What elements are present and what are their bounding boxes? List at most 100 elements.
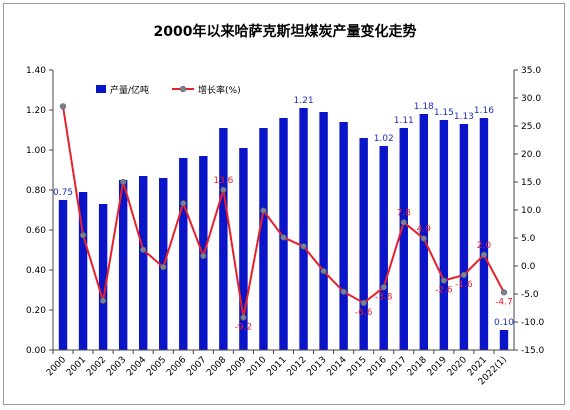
growth-point (440, 277, 447, 284)
left-tick-label: 0.80 (26, 186, 46, 196)
chart-frame (3, 3, 565, 405)
legend-bar-swatch (96, 85, 106, 93)
line-data-label: -9.2 (235, 323, 253, 333)
bar (239, 148, 248, 350)
growth-point (500, 289, 508, 296)
growth-point (200, 252, 207, 260)
bar-data-label: 1.02 (374, 134, 394, 144)
right-tick-label: -15.0 (521, 346, 545, 356)
bar (259, 128, 268, 350)
growth-point (160, 264, 167, 271)
bar (359, 138, 368, 350)
x-tick-label: 2014 (325, 355, 348, 378)
growth-point (180, 200, 187, 207)
right-tick-label: 20.0 (521, 150, 541, 160)
right-tick-label: 10.0 (521, 206, 541, 216)
right-tick-label: 15.0 (521, 178, 541, 188)
bar (439, 120, 449, 350)
bar-data-label: 1.11 (394, 116, 414, 126)
growth-point (360, 299, 367, 307)
bar-data-label: 0.10 (494, 318, 514, 328)
bar (219, 128, 228, 350)
line-layer (59, 103, 508, 321)
bar (479, 118, 489, 350)
growth-point (480, 251, 488, 258)
bar (118, 180, 128, 350)
bar-data-label: 1.13 (454, 112, 474, 122)
growth-point (320, 267, 327, 275)
growth-point (340, 288, 347, 295)
right-tick-label: 0.0 (521, 262, 536, 272)
line-data-label: -3.8 (375, 292, 393, 302)
line-data-label: 13.6 (213, 176, 233, 186)
bar (299, 108, 308, 350)
growth-point (380, 284, 387, 291)
growth-point (260, 207, 267, 214)
right-tick-label: 30.0 (521, 94, 541, 104)
chart-title: 2000年以来哈萨克斯坦煤炭产量变化走势 (153, 24, 417, 40)
right-tick-label: -5.0 (521, 290, 539, 300)
growth-point (79, 232, 87, 239)
right-tick-label: -10.0 (521, 318, 545, 328)
x-tick-label: 2018 (406, 355, 429, 378)
growth-point (59, 103, 67, 110)
line-data-label: -6.6 (355, 308, 373, 318)
left-tick-label: 0.40 (26, 266, 46, 276)
line-data-label: 2.0 (477, 241, 492, 251)
labels-layer: 0.75 1.21 1.021.111.181.15 1.131.16 0.10 13.6… (53, 96, 514, 333)
legend-bar-label: 产量/亿吨 (110, 84, 149, 96)
bar (499, 330, 509, 350)
left-tick-label: 0.20 (26, 306, 46, 316)
growth-point (300, 243, 307, 250)
bar (399, 128, 408, 350)
legend-line-marker (179, 85, 187, 93)
x-tick-label: 2003 (105, 355, 128, 378)
line-data-label: -4.7 (495, 297, 513, 307)
x-tick-label: 2010 (245, 355, 268, 378)
bar (179, 158, 188, 350)
bar (138, 176, 148, 350)
right-tick-label: 35.0 (521, 66, 541, 76)
growth-point (220, 186, 227, 193)
x-tick-label: 2013 (305, 355, 328, 378)
x-tick-label: 2019 (426, 355, 449, 378)
x-tick-label: 2002 (85, 355, 108, 378)
bar (419, 114, 429, 350)
line-data-label: -2.6 (435, 286, 453, 296)
bars-layer (58, 108, 509, 350)
left-tick-label: 1.20 (26, 106, 46, 116)
left-tick-label: 1.40 (26, 66, 46, 76)
bar (319, 112, 328, 350)
growth-point (460, 271, 467, 279)
x-tick-label: 2008 (205, 355, 228, 378)
x-tick-label: 2011 (265, 355, 288, 378)
left-tick-label: 0.60 (26, 226, 46, 236)
growth-point (120, 178, 127, 186)
x-tick-label: 2007 (185, 355, 208, 378)
growth-point (280, 234, 287, 241)
x-tick-label: 2009 (225, 355, 248, 378)
bar-data-label: 1.21 (294, 96, 314, 106)
line-data-label: -1.6 (455, 280, 473, 290)
x-tick-label: 2017 (386, 355, 409, 378)
bar-data-label: 0.75 (53, 188, 73, 198)
x-tick-label: 2016 (366, 355, 389, 378)
x-tick-label: 2005 (145, 355, 168, 378)
bar (58, 200, 68, 350)
growth-point (100, 297, 107, 304)
growth-point (240, 314, 247, 321)
bar-data-label: 1.15 (434, 108, 454, 118)
x-tick-label: 2012 (285, 355, 308, 378)
x-tick-label: 2006 (165, 355, 188, 378)
x-tick-label: 2001 (65, 355, 88, 378)
left-tick-label: 0.00 (26, 346, 46, 356)
bar-data-label: 1.16 (474, 106, 494, 116)
bar (339, 122, 348, 350)
x-tick-label: 2020 (446, 355, 469, 378)
growth-point (400, 219, 407, 226)
left-tick-label: 1.00 (26, 146, 46, 156)
right-tick-label: 25.0 (521, 122, 541, 132)
growth-point (140, 246, 147, 253)
x-tick-label: 2015 (346, 355, 369, 378)
